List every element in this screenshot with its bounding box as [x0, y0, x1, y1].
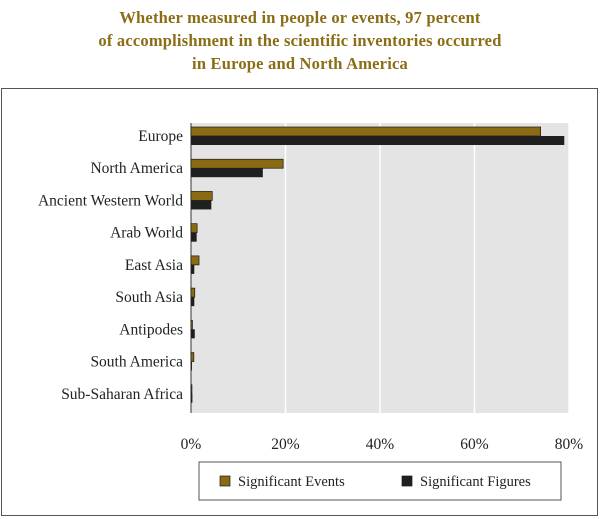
legend-label-figures: Significant Figures [420, 474, 531, 490]
bar-figures [191, 361, 192, 371]
x-tick-label: 60% [460, 436, 489, 453]
bar-events [190, 352, 195, 362]
x-tick-label: 0% [181, 436, 202, 453]
category-label: Europe [138, 128, 183, 145]
category-label: Antipodes [119, 321, 183, 338]
bar-events [190, 158, 284, 169]
legend-swatch-figures [401, 475, 413, 487]
category-label: Arab World [110, 225, 183, 242]
category-label: South America [90, 354, 183, 371]
category-label: Ancient Western World [38, 192, 183, 209]
bar-events [190, 384, 193, 395]
title-line-2: of accomplishment in the scientific inve… [98, 31, 502, 50]
bar-figures [191, 168, 263, 178]
bar-figures [191, 200, 212, 210]
bar-events [190, 126, 541, 137]
bar-figures [191, 297, 195, 307]
chart-title: Whether measured in people or events, 97… [0, 6, 600, 75]
x-tick-label: 20% [271, 436, 300, 453]
legend-label-events: Significant Events [238, 474, 345, 490]
category-label: North America [90, 160, 183, 177]
category-label: South Asia [115, 289, 183, 306]
bar-events [190, 223, 198, 234]
legend-box [198, 461, 562, 501]
bar-events [190, 191, 213, 201]
x-tick-label: 80% [555, 436, 584, 453]
x-tick-label: 40% [366, 436, 395, 453]
bar-figures [191, 393, 193, 403]
title-line-3: in Europe and North America [192, 54, 408, 73]
legend-swatch-events [219, 475, 231, 487]
category-label: East Asia [125, 257, 183, 274]
category-label: Sub-Saharan Africa [61, 386, 183, 403]
bar-events [190, 319, 193, 330]
bar-figures [191, 329, 195, 339]
bar-figures [191, 264, 195, 274]
bar-figures [191, 136, 565, 145]
title-line-1: Whether measured in people or events, 97… [119, 8, 481, 27]
bar-figures [191, 232, 197, 242]
bar-events [190, 255, 200, 266]
bar-events [190, 287, 196, 298]
